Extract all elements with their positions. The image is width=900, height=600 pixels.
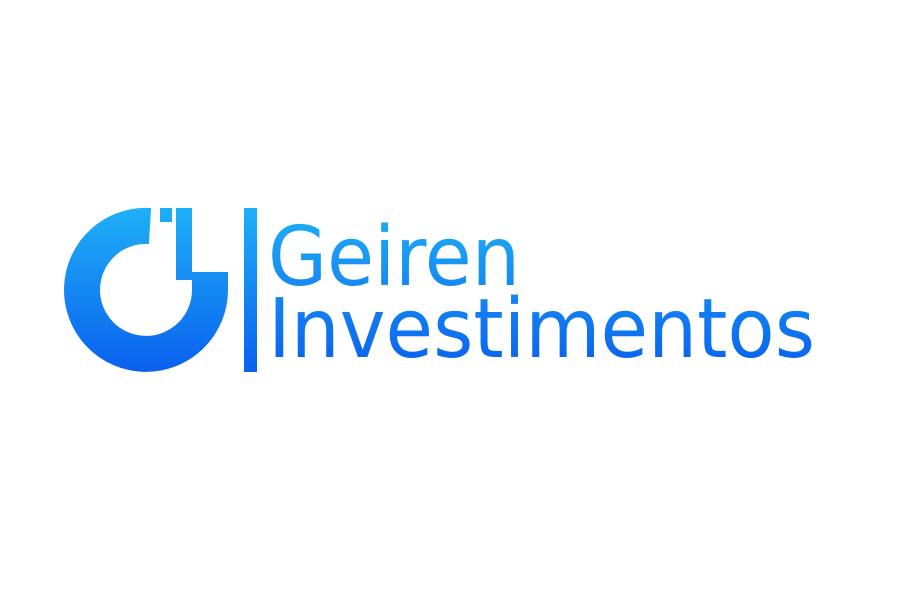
logo-line2: Investimentos bbox=[268, 282, 815, 377]
logo-line1: Geiren bbox=[268, 210, 520, 305]
divider bbox=[244, 208, 257, 372]
g-arc bbox=[64, 207, 228, 372]
i-stem bbox=[176, 208, 192, 280]
i-cap bbox=[160, 208, 172, 222]
logo-mark bbox=[64, 207, 257, 372]
g-bar bbox=[192, 272, 228, 290]
